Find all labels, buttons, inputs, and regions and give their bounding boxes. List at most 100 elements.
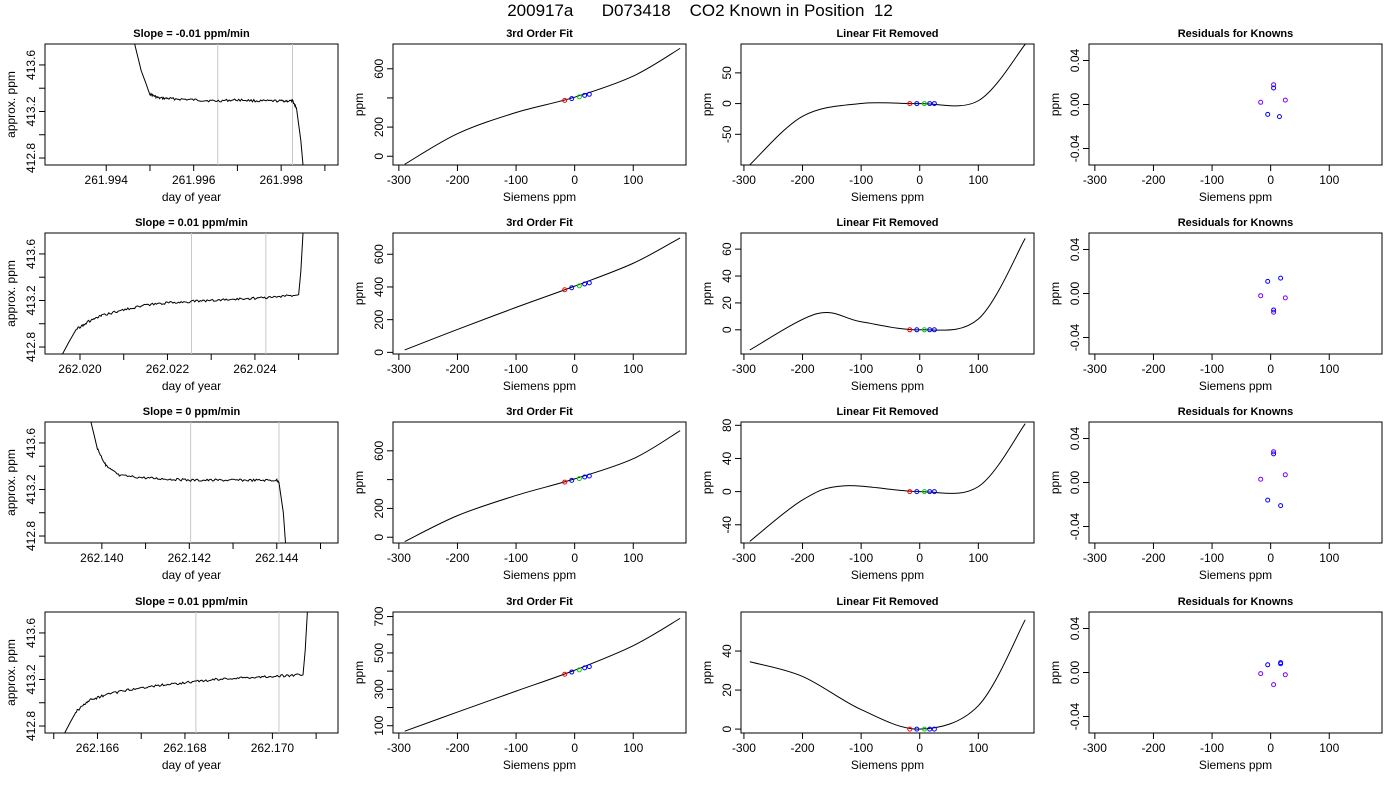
x-tick-label: 0 — [571, 551, 578, 565]
y-tick-label: 413.2 — [24, 664, 38, 694]
x-tick-label: 100 — [623, 551, 643, 565]
x-tick-label: 262.142 — [168, 551, 212, 565]
x-tick-label: 0 — [1267, 362, 1274, 376]
y-axis-label: ppm — [700, 661, 714, 684]
x-tick-label: 261.994 — [85, 173, 129, 187]
figure-title: 200917a D073418 CO2 Known in Position 12 — [507, 1, 893, 20]
y-axis-label: ppm — [1048, 661, 1062, 684]
known-point — [931, 726, 937, 732]
y-tick-label: 400 — [372, 277, 386, 297]
panel-residuals-1: Residuals for Knowns -300 -200 -100 0 100 Siem… — [1048, 28, 1383, 204]
x-tick-label: 0 — [916, 362, 923, 376]
known-point — [1265, 497, 1271, 503]
known-point — [586, 280, 592, 286]
x-axis-label: Siemens ppm — [503, 568, 576, 582]
x-tick-label: 0 — [916, 741, 923, 755]
x-tick-label: -100 — [1200, 551, 1224, 565]
y-tick-label: 300 — [372, 679, 386, 699]
panel-linear-removed-3: Linear Fit Removed -300 -200 -100 0 100 Siemen… — [700, 406, 1035, 582]
panel-title: Slope = 0.01 ppm/min — [135, 596, 248, 608]
panel-fit-1: 3rd Order Fit -300 -200 -100 0 100 Siemens ppm… — [352, 28, 687, 204]
panel-linear-removed-1: Linear Fit Removed -300 -200 -100 0 100 Siemen… — [700, 28, 1035, 204]
x-tick-label: -300 — [387, 551, 411, 565]
plot-frame — [392, 232, 687, 355]
known-point — [907, 726, 913, 732]
panel-time-series-4: Slope = 0.01 ppm/min 262.166 262.168 262.17… — [4, 596, 339, 772]
known-point — [576, 476, 582, 482]
known-point — [1265, 662, 1271, 668]
x-tick-label: -200 — [1141, 551, 1165, 565]
y-tick-label: -0.04 — [1068, 135, 1082, 163]
x-axis-label: Siemens ppm — [1199, 379, 1272, 393]
panel-title: Linear Fit Removed — [836, 217, 938, 229]
known-point — [1271, 85, 1277, 91]
known-point — [907, 489, 913, 495]
known-point — [1271, 309, 1277, 315]
panel-residuals-4: Residuals for Knowns -300 -200 -100 0 100 Siem… — [1048, 596, 1383, 772]
panel-title: Residuals for Knowns — [1178, 596, 1294, 608]
known-point — [562, 479, 568, 485]
y-axis-label: ppm — [700, 282, 714, 305]
x-tick-label: -200 — [445, 551, 469, 565]
x-tick-label: -200 — [445, 741, 469, 755]
plot-frame — [740, 421, 1035, 544]
x-tick-label: -100 — [504, 173, 528, 187]
known-point — [586, 473, 592, 479]
y-tick-label: 700 — [372, 606, 386, 626]
known-point — [931, 101, 937, 107]
x-tick-label: -100 — [849, 741, 873, 755]
y-tick-label: 0 — [720, 488, 734, 495]
y-tick-label: 0 — [720, 326, 734, 333]
known-point — [1258, 476, 1264, 482]
y-tick-label: 80 — [720, 418, 734, 432]
fit-curve — [404, 237, 681, 351]
x-tick-label: 262.140 — [80, 551, 124, 565]
plot-frame — [740, 43, 1035, 166]
panel-title: 3rd Order Fit — [506, 596, 573, 608]
known-point — [576, 667, 582, 673]
known-point — [907, 101, 913, 107]
y-axis-label: ppm — [700, 471, 714, 494]
known-point — [1278, 661, 1284, 667]
y-axis-label: approx. ppm — [4, 260, 18, 327]
x-tick-label: -300 — [1083, 741, 1107, 755]
known-point — [569, 96, 575, 102]
y-axis-label: ppm — [700, 93, 714, 116]
x-tick-label: -300 — [732, 362, 756, 376]
panel-time-series-1: Slope = -0.01 ppm/min 261.994 261.996 261.9… — [4, 28, 339, 204]
plot-frame — [44, 421, 339, 544]
x-tick-label: -100 — [849, 362, 873, 376]
y-tick-label: 500 — [372, 643, 386, 663]
x-tick-label: -300 — [387, 173, 411, 187]
known-point — [931, 489, 937, 495]
y-tick-label: 600 — [372, 58, 386, 78]
y-tick-label: 412.8 — [24, 332, 38, 362]
panel-title: Slope = 0 ppm/min — [143, 406, 241, 418]
fit-curve — [404, 47, 681, 165]
plot-frame — [1088, 43, 1383, 166]
y-axis-label: ppm — [352, 282, 366, 305]
y-tick-label: 413.2 — [24, 474, 38, 504]
x-tick-label: -100 — [1200, 362, 1224, 376]
known-point — [1276, 114, 1282, 120]
x-axis-label: Siemens ppm — [1199, 758, 1272, 772]
y-tick-label: 0 — [720, 725, 734, 732]
x-tick-label: -300 — [1083, 551, 1107, 565]
y-tick-label: 0.04 — [1068, 426, 1082, 450]
plot-frame — [1088, 421, 1383, 544]
known-point — [921, 489, 927, 495]
y-tick-label: 413.6 — [24, 428, 38, 458]
y-tick-label: 413.6 — [24, 50, 38, 80]
fit-curve — [404, 617, 681, 732]
panel-title: Linear Fit Removed — [836, 596, 938, 608]
x-tick-label: -100 — [504, 741, 528, 755]
known-point — [927, 726, 933, 732]
known-point — [1282, 472, 1288, 478]
y-tick-label: 0 — [372, 153, 386, 160]
y-tick-label: 413.6 — [24, 618, 38, 648]
known-point — [927, 489, 933, 495]
x-tick-label: -300 — [1083, 362, 1107, 376]
y-tick-label: 0.04 — [1068, 237, 1082, 261]
known-point — [914, 489, 920, 495]
y-tick-label: 412.8 — [24, 521, 38, 551]
